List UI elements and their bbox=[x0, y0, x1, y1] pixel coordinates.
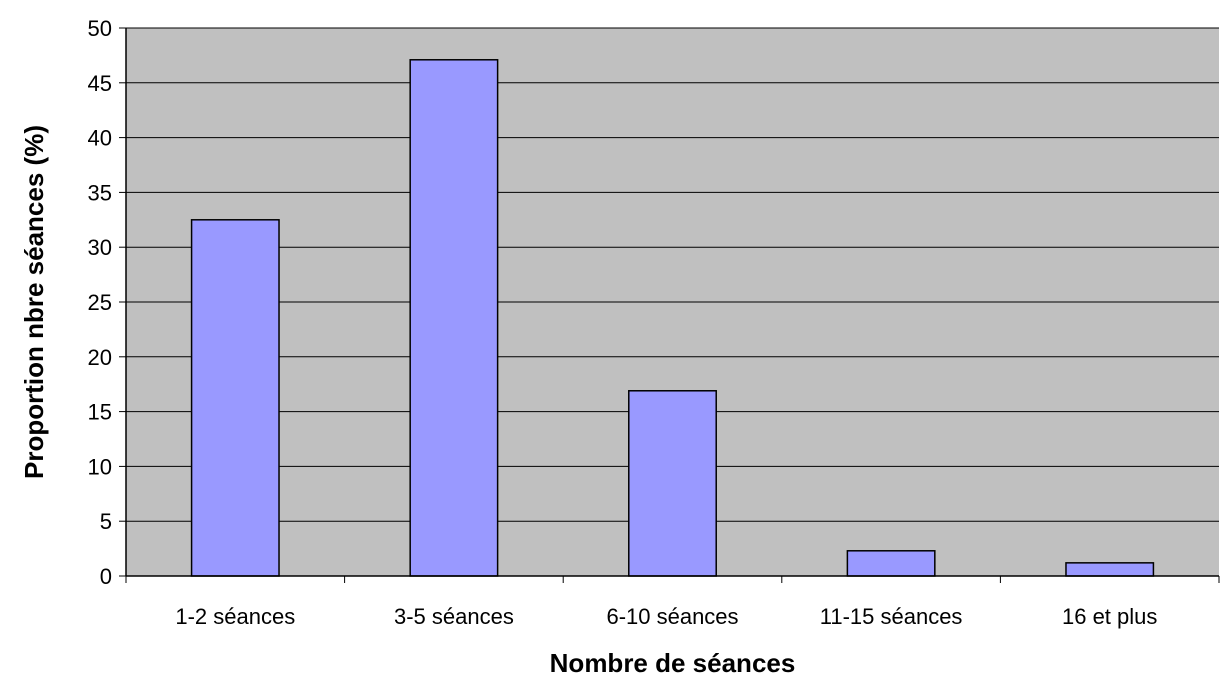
bar bbox=[1065, 562, 1155, 577]
bars bbox=[190, 59, 1155, 577]
x-category-label: 16 et plus bbox=[1062, 604, 1157, 629]
y-tick-label: 50 bbox=[88, 16, 112, 41]
x-category-label: 11-15 séances bbox=[820, 604, 963, 629]
x-category-label: 6-10 séances bbox=[606, 604, 738, 629]
x-category-labels: 1-2 séances 3-5 séances 6-10 séances 11-15 … bbox=[175, 604, 1157, 629]
y-tick-label: 5 bbox=[100, 509, 112, 534]
bar bbox=[409, 59, 499, 577]
y-tick-label: 40 bbox=[88, 126, 112, 151]
y-tick-label: 20 bbox=[88, 345, 112, 370]
axes bbox=[119, 27, 1220, 583]
x-category-label: 1-2 séances bbox=[175, 604, 295, 629]
y-tick-labels: 0 5 10 15 20 25 30 35 40 45 50 bbox=[88, 16, 112, 589]
bar bbox=[846, 550, 936, 577]
y-axis-title: Proportion nbre séances (%) bbox=[19, 125, 49, 479]
y-tick-label: 10 bbox=[88, 454, 112, 479]
bar bbox=[190, 219, 280, 577]
x-category-label: 3-5 séances bbox=[394, 604, 514, 629]
y-tick-label: 45 bbox=[88, 71, 112, 96]
y-tick-label: 0 bbox=[100, 564, 112, 589]
y-tick-label: 15 bbox=[88, 400, 112, 425]
y-tick-label: 25 bbox=[88, 290, 112, 315]
y-tick-label: 30 bbox=[88, 235, 112, 260]
y-tick-label: 35 bbox=[88, 180, 112, 205]
bar bbox=[628, 390, 717, 577]
x-axis-title: Nombre de séances bbox=[550, 648, 796, 678]
